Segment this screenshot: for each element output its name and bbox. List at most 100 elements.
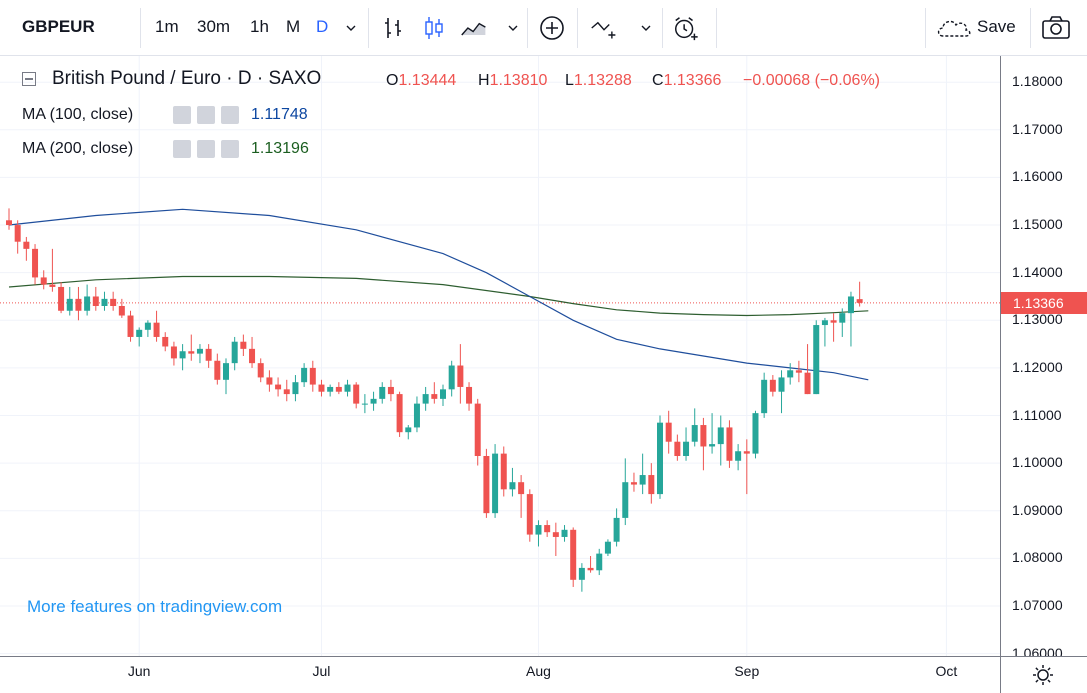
candle-body <box>223 363 229 380</box>
gear-icon[interactable] <box>197 140 215 158</box>
candle <box>683 427 690 461</box>
candle <box>440 384 446 406</box>
candle <box>318 379 325 397</box>
candle-body <box>839 313 846 323</box>
candles <box>6 208 863 592</box>
alert-icon[interactable] <box>672 14 700 42</box>
candle <box>466 382 473 411</box>
time-tick-label: Aug <box>526 663 551 679</box>
close-icon[interactable] <box>221 106 239 124</box>
candle-body <box>596 553 603 571</box>
ohlc-open: O1.13444 <box>386 72 457 89</box>
candle <box>735 444 742 471</box>
candle <box>110 291 117 311</box>
chart-settings-corner[interactable] <box>1000 656 1087 693</box>
candle-body <box>743 451 750 454</box>
time-axis[interactable] <box>0 656 1000 693</box>
ohlc-high: H1.13810 <box>478 72 548 89</box>
indicators-icon[interactable] <box>538 14 566 42</box>
cloud-icon[interactable] <box>935 14 973 42</box>
gear-icon[interactable] <box>1031 663 1055 687</box>
symbol-search[interactable]: GBPEUR <box>22 17 95 36</box>
ma200-value: 1.13196 <box>251 140 309 157</box>
eye-icon[interactable] <box>173 140 191 158</box>
interval-30m[interactable]: 30m <box>197 17 231 36</box>
candle-style-icon[interactable] <box>420 14 448 42</box>
chevron-down-icon[interactable] <box>505 14 521 42</box>
candle-body <box>604 541 611 554</box>
compare-icon[interactable] <box>590 14 618 42</box>
candle <box>769 375 776 397</box>
candle <box>700 417 707 471</box>
candle <box>604 539 611 556</box>
candle <box>240 334 247 356</box>
ohlc-low: L1.13288 <box>565 72 632 89</box>
interval-1m[interactable]: 1m <box>155 17 179 36</box>
price-axis[interactable] <box>1000 56 1087 656</box>
candle <box>761 372 768 418</box>
bar-style-icon[interactable] <box>380 14 408 42</box>
price-chart[interactable] <box>0 56 1000 656</box>
price-tick-label: 1.15000 <box>1012 216 1063 233</box>
area-style-icon[interactable] <box>460 14 488 42</box>
candle <box>335 382 342 395</box>
candle-body <box>318 384 325 392</box>
candle-body <box>665 422 672 442</box>
candle-body <box>440 389 446 399</box>
candle-body <box>14 225 21 242</box>
candle-body <box>405 427 412 433</box>
candle-body <box>578 567 585 580</box>
candle <box>856 281 863 307</box>
candle <box>84 284 91 316</box>
toolbar-divider <box>716 8 717 48</box>
camera-icon[interactable] <box>1041 14 1071 42</box>
candle <box>14 220 21 254</box>
ma100-label[interactable]: MA (100, close) <box>22 106 134 123</box>
price-tick-label: 1.07000 <box>1012 597 1063 613</box>
candle-body <box>726 427 733 461</box>
candle-body <box>457 365 464 387</box>
tradingview-link[interactable]: More features on tradingview.com <box>27 597 283 616</box>
candle <box>387 379 394 402</box>
candle-body <box>787 370 794 378</box>
save-button[interactable]: Save <box>977 17 1016 36</box>
candle <box>544 520 551 537</box>
interval-1h[interactable]: 1h <box>250 17 269 36</box>
eye-icon[interactable] <box>173 106 191 124</box>
candle-body <box>257 363 264 378</box>
candle <box>118 298 125 318</box>
candle <box>787 363 794 385</box>
candle-body <box>335 386 342 392</box>
candle <box>136 327 143 347</box>
candle-body <box>92 296 99 306</box>
ma200-controls <box>173 140 239 158</box>
candle <box>370 391 377 411</box>
interval-d[interactable]: D <box>316 17 329 36</box>
candle-body <box>500 453 507 490</box>
collapse-legend-button[interactable] <box>22 72 36 86</box>
top-toolbar: GBPEUR 1m 30m 1h M D Save <box>0 0 1087 56</box>
candle-body <box>231 341 238 364</box>
candle <box>75 286 82 321</box>
candle-body <box>804 372 811 395</box>
candle-body <box>309 367 316 385</box>
gear-icon[interactable] <box>197 106 215 124</box>
candle-body <box>431 394 438 399</box>
candle <box>474 398 481 466</box>
candle <box>257 358 264 383</box>
candle <box>691 408 698 447</box>
candle <box>839 308 846 337</box>
price-tick-label: 1.17000 <box>1012 120 1063 137</box>
candle <box>552 522 559 556</box>
interval-m[interactable]: M <box>286 17 301 36</box>
time-tick-label: Sep <box>734 663 760 679</box>
close-icon[interactable] <box>221 140 239 158</box>
candle-body <box>23 241 30 249</box>
candle <box>596 548 603 576</box>
candle <box>674 434 681 461</box>
toolbar-divider <box>577 8 578 48</box>
chevron-down-icon[interactable] <box>638 14 654 42</box>
ma200-label[interactable]: MA (200, close) <box>22 140 134 157</box>
candle-body <box>127 315 134 337</box>
chevron-down-icon[interactable] <box>343 14 359 42</box>
